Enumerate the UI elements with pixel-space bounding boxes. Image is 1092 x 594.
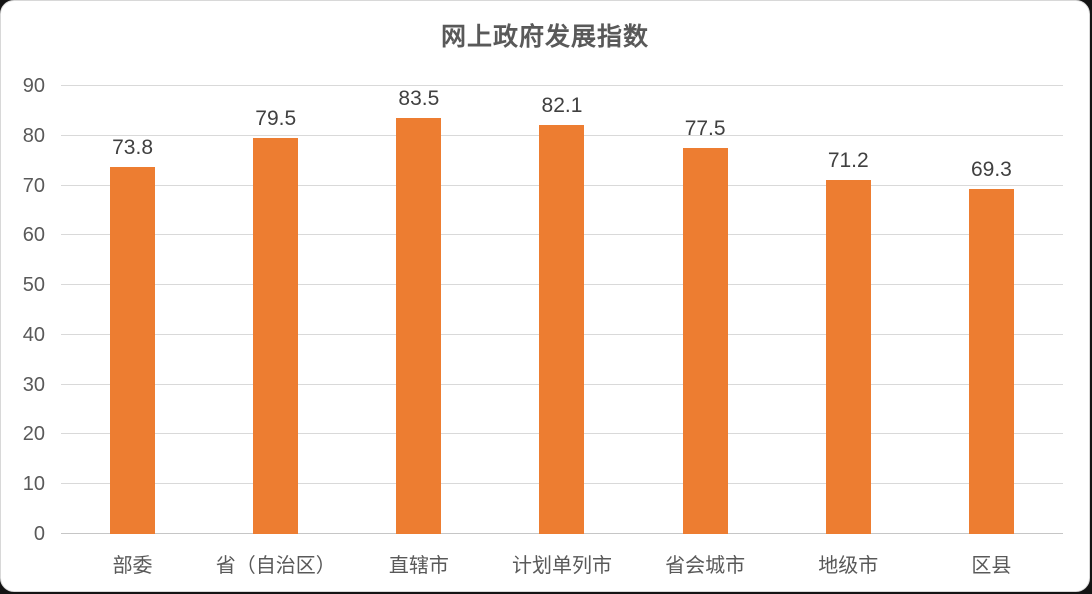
chart-title: 网上政府发展指数 [440,23,649,51]
y-tick-label: 20 [22,423,45,446]
x-category-label: 计划单列市 [511,555,612,577]
bar: 79.5 [253,108,299,534]
y-axis-labels: 0 10 20 30 40 50 60 70 80 90 [9,76,61,544]
bar-column: 71.2 [777,86,920,534]
bar: 77.5 [682,118,728,534]
bar-value-label: 69.3 [970,158,1012,182]
y-tick-label: 80 [22,124,45,147]
bar-value-label: 77.5 [684,117,726,141]
y-tick-label: 60 [22,224,45,247]
bar: 82.1 [539,95,585,534]
y-tick-label: 30 [22,373,45,396]
x-category-label: 区县 [971,555,1012,577]
bar-column: 69.3 [920,86,1063,534]
bar-value-label: 73.8 [112,135,153,159]
y-tick-label: 0 [33,523,45,545]
bar-value-label: 71.2 [827,148,869,172]
y-tick-label: 50 [22,274,45,297]
bar-column: 73.8 [61,86,204,534]
y-tick-label: 90 [22,75,45,97]
bar: 73.8 [110,137,156,534]
y-tick-label: 70 [22,174,45,197]
bar-value-label: 82.1 [541,94,583,118]
bar-value-label: 83.5 [398,87,440,111]
plot-area: 0 10 20 30 40 50 60 70 80 90 73.8 79.5 83.5 82.1 77.5… [23,76,1063,577]
x-category-label: 省会城市 [665,555,746,577]
bar-column: 79.5 [204,86,347,534]
y-tick-label: 40 [22,323,45,346]
bar: 69.3 [968,159,1014,534]
x-axis-labels: 部委 省（自治区） 直辖市 计划单列市 省会城市 地级市 区县 [61,549,1063,578]
gridline [61,85,1063,86]
bar-column: 77.5 [634,86,777,534]
x-category-label: 省（自治区） [215,555,336,577]
bar-value-label: 79.5 [255,107,297,131]
x-category-label: 地级市 [818,555,879,577]
y-tick-label: 10 [22,473,45,496]
bar: 83.5 [396,88,442,534]
bar-column: 83.5 [347,86,490,534]
bar: 71.2 [825,150,871,534]
x-category-label: 直辖市 [388,555,449,577]
x-category-label: 部委 [112,555,153,577]
bar-column: 82.1 [490,86,633,534]
bars-row: 73.8 79.5 83.5 82.1 77.5 71.2 69.3 [61,86,1063,534]
